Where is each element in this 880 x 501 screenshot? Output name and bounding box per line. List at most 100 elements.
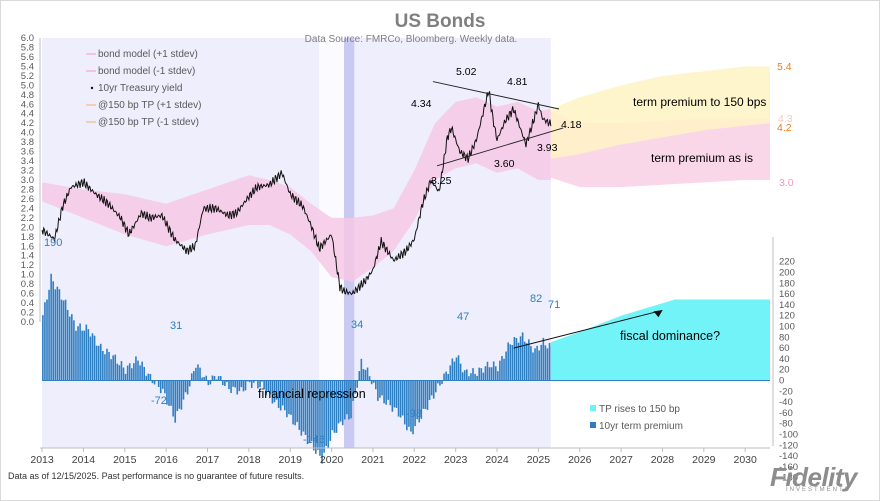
term-premium-bar <box>203 377 205 381</box>
left-axis-tick-label: 1.0 <box>21 270 34 281</box>
term-premium-bar <box>350 380 352 419</box>
term-premium-bar <box>381 380 383 396</box>
term-premium-bar <box>546 348 549 381</box>
term-premium-bar <box>87 329 90 381</box>
left-axis-tick-label: 5.0 <box>21 80 34 91</box>
term-premium-bar <box>463 370 466 381</box>
annotation-f5-4: 5.4 <box>777 61 792 73</box>
right-axis-tick-label: 120 <box>779 311 795 322</box>
x-axis-tick-label: 2022 <box>403 454 427 466</box>
term-premium-bar <box>99 343 102 381</box>
term-premium-bar <box>201 377 203 381</box>
term-premium-bar <box>50 273 52 381</box>
left-axis-tick-label: 1.8 <box>21 232 34 243</box>
term-premium-bar <box>240 380 243 388</box>
annotation-f4-3: 4.3 <box>778 113 793 125</box>
term-premium-bar <box>157 380 160 388</box>
left-axis-tick-label: 0.0 <box>21 317 34 328</box>
legend-label: TP rises to 150 bp <box>599 404 680 415</box>
term-premium-bar <box>352 380 354 401</box>
term-premium-bar <box>174 380 177 423</box>
left-axis-tick-label: 1.6 <box>21 241 34 252</box>
term-premium-bar <box>412 380 414 435</box>
x-axis-tick-label: 2017 <box>196 454 220 466</box>
term-premium-bar <box>75 330 77 381</box>
term-premium-bar <box>236 380 239 395</box>
term-premium-bar <box>383 380 385 404</box>
term-premium-bar <box>172 380 174 417</box>
term-premium-bar <box>451 358 454 381</box>
term-premium-bar <box>453 361 456 381</box>
left-axis-tick-label: 4.2 <box>21 118 34 129</box>
term-premium-bar <box>395 380 398 408</box>
term-premium-bar <box>133 363 135 381</box>
term-premium-bar <box>304 380 307 435</box>
right-axis-tick-label: -20 <box>779 386 793 397</box>
term-premium-bar <box>540 344 543 381</box>
term-premium-bar <box>108 351 110 381</box>
term-premium-bar <box>221 380 224 386</box>
annotation-tp-98: -98 <box>406 408 422 420</box>
term-premium-bar <box>341 380 344 426</box>
term-premium-bar <box>310 380 313 442</box>
x-axis-tick-label: 2029 <box>692 454 716 466</box>
term-premium-bar <box>292 380 294 425</box>
term-premium-bar <box>544 345 547 381</box>
term-premium-bar <box>197 364 199 381</box>
term-premium-bar <box>476 375 478 381</box>
right-axis-tick-label: 0 <box>779 376 784 387</box>
term-premium-bar <box>306 380 309 445</box>
term-premium-bar <box>60 299 63 381</box>
left-axis-tick-label: 2.6 <box>21 194 34 205</box>
term-premium-bar <box>393 380 396 408</box>
left-axis-tick-label: 0.6 <box>21 289 34 300</box>
term-premium-bar <box>360 358 363 381</box>
right-axis-tick-label: 200 <box>779 268 795 279</box>
left-axis-tick-label: 2.0 <box>21 222 34 233</box>
term-premium-bar <box>370 380 373 385</box>
term-premium-bar <box>319 380 321 456</box>
term-premium-bar <box>64 299 67 381</box>
term-premium-bar <box>406 380 408 431</box>
term-premium-bar <box>430 380 433 396</box>
term-premium-bar <box>130 368 133 381</box>
term-premium-bar <box>267 380 270 392</box>
term-premium-bar <box>532 352 534 381</box>
term-premium-bar <box>147 373 150 381</box>
term-premium-bar <box>93 335 96 381</box>
left-axis-tick-label: 5.4 <box>21 61 34 72</box>
term-premium-bar <box>135 356 137 381</box>
term-premium-bar <box>271 380 274 404</box>
forecast-tp-band <box>550 66 770 159</box>
term-premium-bar <box>432 380 435 399</box>
term-premium-bar <box>290 380 292 415</box>
left-axis-tick-label: 3.0 <box>21 175 34 186</box>
legend-label: bond model (-1 stdev) <box>98 66 195 77</box>
term-premium-bar <box>110 359 112 381</box>
term-premium-bar <box>391 380 394 412</box>
right-axis-tick-label: -140 <box>779 451 798 462</box>
term-premium-bar <box>317 380 319 450</box>
treasury-yield-line <box>41 91 552 296</box>
term-premium-bar <box>79 323 81 381</box>
term-premium-bar <box>530 346 532 381</box>
right-axis-tick-label: -60 <box>779 408 793 419</box>
term-premium-bar <box>248 380 251 383</box>
term-premium-bar <box>205 375 208 381</box>
term-premium-bar <box>542 337 545 381</box>
term-premium-bar <box>525 343 528 381</box>
term-premium-bar <box>300 380 303 436</box>
term-premium-bar <box>199 367 201 381</box>
term-premium-bar <box>327 380 330 448</box>
term-premium-bar <box>281 380 284 406</box>
right-axis-tick-label: -120 <box>779 440 798 451</box>
term-premium-bar <box>244 380 247 391</box>
term-premium-bar <box>335 380 338 433</box>
legend-marker <box>90 86 94 90</box>
term-premium-bar <box>120 361 123 381</box>
term-premium-bar <box>151 380 154 384</box>
term-premium-bar <box>219 375 222 381</box>
term-premium-bar <box>228 380 230 390</box>
term-premium-bar <box>401 380 404 416</box>
term-premium-bar <box>52 281 55 381</box>
